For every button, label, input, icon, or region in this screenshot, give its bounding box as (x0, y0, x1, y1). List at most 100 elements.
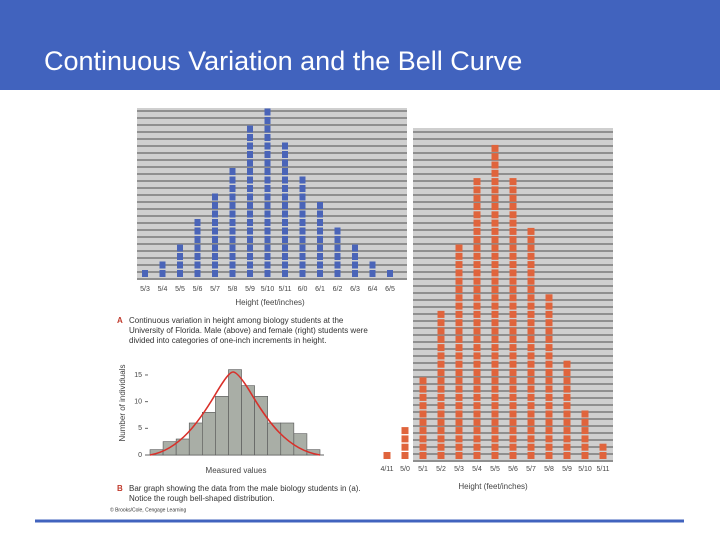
person (563, 377, 571, 385)
person (491, 194, 499, 202)
person (509, 327, 517, 335)
person (299, 202, 306, 209)
height-label: 6/1 (315, 286, 325, 293)
person (264, 117, 271, 124)
caption-letter: A (117, 316, 123, 325)
person (229, 185, 236, 192)
person (194, 219, 201, 226)
person (527, 310, 535, 318)
person (491, 427, 499, 435)
person (491, 144, 499, 152)
person (264, 142, 271, 150)
person (455, 327, 463, 335)
person (455, 244, 463, 252)
person (352, 261, 358, 269)
person (491, 319, 499, 327)
person (437, 443, 445, 451)
person (491, 286, 499, 293)
person (545, 335, 553, 343)
person (212, 261, 218, 269)
person (229, 244, 236, 252)
person (229, 227, 236, 235)
bar (215, 396, 229, 456)
person (264, 236, 271, 243)
height-label: 5/3 (454, 466, 464, 473)
person (509, 310, 517, 318)
person (473, 410, 481, 418)
bar (188, 422, 203, 456)
person (473, 352, 481, 360)
person (545, 452, 553, 459)
person (437, 410, 445, 418)
person (229, 168, 236, 175)
person (491, 261, 499, 269)
y-tick-label: 10 (134, 398, 142, 405)
person (177, 261, 183, 269)
height-label: 6/4 (368, 286, 378, 293)
person (264, 270, 271, 277)
person (177, 270, 183, 277)
person (455, 443, 463, 451)
person (563, 452, 571, 459)
person (491, 435, 499, 443)
person (264, 202, 271, 209)
person (509, 319, 517, 327)
height-label: 6/3 (350, 286, 360, 293)
person (509, 418, 517, 426)
person (299, 193, 306, 201)
person (473, 393, 481, 401)
person (455, 360, 463, 368)
person (527, 402, 535, 410)
person (581, 410, 589, 418)
person (545, 377, 553, 385)
person (545, 385, 553, 393)
person (491, 402, 499, 410)
person (527, 427, 535, 435)
person (509, 261, 517, 269)
person (563, 385, 571, 393)
person (282, 176, 288, 184)
person (229, 176, 236, 184)
person (563, 402, 571, 410)
person (473, 252, 481, 260)
person (509, 252, 517, 260)
person (317, 253, 323, 260)
person (527, 410, 535, 418)
person (194, 236, 201, 243)
height-label: 5/6 (508, 466, 518, 473)
person (299, 236, 306, 243)
person (527, 344, 535, 352)
person (581, 435, 589, 443)
person (437, 427, 445, 435)
person (527, 277, 535, 285)
person (581, 427, 589, 435)
person (334, 270, 341, 277)
person (282, 210, 288, 218)
person (545, 427, 553, 435)
person (264, 210, 271, 218)
person (437, 393, 445, 401)
height-label: 4/11 (380, 466, 393, 473)
person (264, 261, 271, 269)
person (509, 203, 517, 210)
person (491, 302, 499, 310)
person (509, 402, 517, 410)
person (299, 270, 306, 277)
person (473, 443, 481, 451)
person (229, 236, 236, 243)
height-label: 6/5 (385, 286, 395, 293)
person (401, 427, 409, 435)
person (491, 385, 499, 393)
person (491, 369, 499, 376)
person (455, 344, 463, 352)
person (491, 344, 499, 352)
bar (254, 396, 268, 456)
height-label: 5/10 (261, 286, 275, 293)
person (455, 302, 463, 310)
person (317, 227, 323, 235)
person (437, 369, 445, 376)
person (563, 393, 571, 401)
person (369, 261, 376, 269)
person (473, 402, 481, 410)
